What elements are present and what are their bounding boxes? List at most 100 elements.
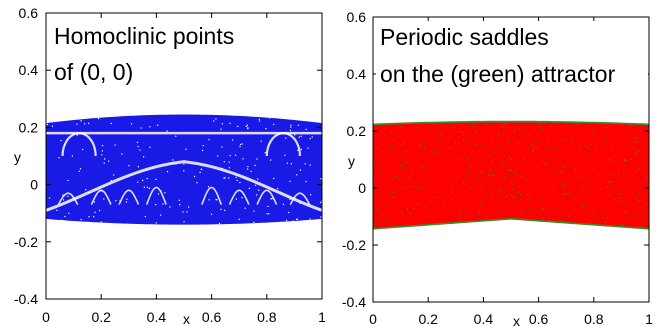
gap-speck: [285, 219, 288, 221]
x-tick-label: 0.4: [147, 309, 167, 325]
gap-bump: [145, 186, 167, 205]
attractor-speck: [387, 206, 390, 209]
y-tick-label: 0: [358, 180, 366, 196]
gap-speck: [199, 171, 201, 173]
gap-speck: [193, 175, 196, 178]
attractor-speck: [610, 181, 613, 183]
attractor-speck: [580, 176, 582, 178]
attractor-speck: [634, 214, 636, 216]
attractor-speck: [442, 221, 444, 223]
gap-speck: [103, 158, 106, 160]
gap-speck: [68, 212, 70, 214]
attractor-speck: [624, 211, 626, 213]
attractor-speck: [475, 131, 477, 134]
gap-speck: [292, 220, 294, 222]
attractor-speck: [524, 179, 526, 181]
attractor-speck: [602, 217, 605, 219]
attractor-speck: [628, 204, 631, 206]
right-annotation-line-2: on the (green) attractor: [380, 61, 616, 87]
right-attractor-speckle: [373, 122, 649, 229]
attractor-speck: [476, 177, 478, 179]
gap-speck: [239, 181, 241, 184]
gap-speck: [185, 148, 187, 150]
x-tick-label: 0.8: [584, 311, 604, 326]
gap-speck: [215, 198, 217, 201]
attractor-speck: [391, 131, 393, 133]
attractor-speck: [541, 127, 544, 130]
attractor-speck: [644, 173, 646, 175]
y-tick-label: 0.6: [347, 9, 367, 25]
gap-speck: [146, 186, 149, 188]
attractor-speck: [563, 194, 565, 196]
attractor-speck: [528, 183, 531, 185]
attractor-speck: [399, 153, 402, 155]
attractor-speck: [513, 171, 515, 173]
gap-speck: [265, 223, 268, 225]
gap-speck: [239, 143, 242, 146]
y-tick-label: 0.2: [347, 123, 367, 139]
attractor-speck: [517, 191, 520, 193]
attractor-speck: [612, 141, 614, 143]
gap-speck: [93, 201, 95, 203]
gap-speck: [317, 115, 320, 117]
gap-speck: [46, 210, 48, 212]
attractor-speck: [636, 136, 638, 139]
attractor-speck: [611, 148, 614, 151]
attractor-speck: [553, 219, 555, 221]
attractor-speck: [393, 196, 395, 199]
gap-speck: [235, 176, 237, 179]
attractor-speck: [503, 132, 505, 134]
attractor-speck: [411, 169, 413, 171]
attractor-speck: [416, 203, 419, 205]
gap-speck: [231, 139, 234, 141]
attractor-speck: [588, 221, 591, 224]
attractor-speck: [412, 136, 414, 139]
attractor-speck: [462, 131, 464, 133]
gap-bump: [289, 192, 311, 205]
gap-speck: [64, 215, 66, 218]
attractor-speck: [561, 183, 564, 185]
attractor-speck: [514, 129, 516, 132]
attractor-speck: [462, 139, 465, 141]
attractor-speck: [571, 142, 573, 144]
gap-speck: [220, 208, 222, 210]
attractor-speck: [452, 185, 454, 187]
gap-speck: [288, 211, 290, 214]
attractor-speck: [589, 174, 591, 177]
attractor-speck: [391, 191, 394, 194]
attractor-speck: [400, 144, 403, 147]
gap-speck: [216, 199, 218, 201]
attractor-speck: [473, 202, 475, 205]
attractor-speck: [565, 192, 568, 195]
gap-speck: [267, 205, 269, 207]
gap-speck: [79, 168, 82, 170]
y-tick-label: 0.4: [347, 66, 367, 82]
gap-speck: [172, 159, 174, 161]
attractor-speck: [637, 194, 640, 196]
attractor-speck: [524, 129, 527, 132]
gap-speck: [126, 198, 128, 200]
gap-speck: [253, 210, 255, 212]
attractor-speck: [402, 187, 404, 189]
attractor-speck: [621, 224, 624, 226]
gap-speck: [155, 222, 157, 224]
gap-speck: [60, 139, 62, 142]
attractor-speck: [487, 124, 489, 126]
gap-speck: [290, 124, 292, 126]
left-homoclinic-region: [46, 114, 322, 225]
attractor-speck: [633, 137, 635, 139]
gap-speck: [46, 132, 48, 134]
gap-arch: [46, 160, 322, 212]
gap-speck: [234, 154, 237, 156]
gap-speck: [320, 216, 322, 218]
gap-speck: [296, 174, 298, 176]
attractor-speck: [479, 200, 482, 203]
gap-speck: [200, 168, 203, 171]
gap-speck: [305, 128, 307, 131]
attractor-speck: [454, 141, 456, 144]
gap-speck: [247, 127, 249, 130]
attractor-speck: [419, 187, 421, 189]
gap-speck: [61, 219, 63, 221]
right-plot-frame: [372, 16, 650, 303]
attractor-speck: [635, 141, 638, 144]
